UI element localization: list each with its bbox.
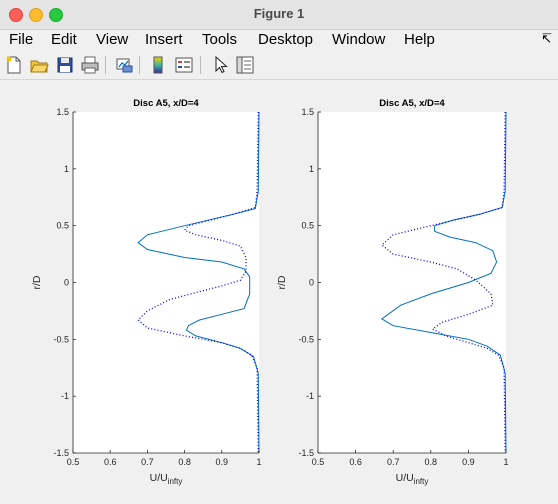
y-axis-label: r/D bbox=[31, 275, 43, 289]
y-tick-label: -0.5 bbox=[298, 334, 314, 344]
menu-tools[interactable]: Tools bbox=[202, 31, 238, 48]
figure-canvas-area: 0.5 0.6 0.7 0.8 0.9 1 -1.5 -1 -0.5 0 0.5 1 1.5 Disc A… bbox=[0, 80, 558, 499]
y-tick-label: -1.5 bbox=[53, 448, 69, 458]
x-tick-label: 0.9 bbox=[216, 457, 229, 467]
y-tick-label: -1 bbox=[306, 391, 314, 401]
menu-help[interactable]: Help bbox=[404, 31, 435, 48]
y-tick-label: 0.5 bbox=[301, 221, 314, 231]
axes-background[interactable] bbox=[318, 112, 506, 453]
toolbar-separator bbox=[200, 56, 201, 74]
x-tick-label: 0.8 bbox=[178, 457, 191, 467]
y-axis-label: r/D bbox=[276, 275, 288, 289]
menu-file[interactable]: File bbox=[9, 31, 34, 48]
y-tick-label: 0 bbox=[309, 278, 314, 288]
open-file-icon[interactable] bbox=[29, 55, 49, 75]
figure-toolbar bbox=[0, 51, 558, 80]
x-tick-label: 0.7 bbox=[387, 457, 400, 467]
property-editor-icon[interactable] bbox=[235, 55, 255, 75]
series-line-solid bbox=[137, 111, 260, 454]
y-tick-label: 0 bbox=[64, 278, 69, 288]
y-tick-label: 1 bbox=[64, 164, 69, 174]
title-bar: Figure 1 bbox=[0, 0, 558, 30]
y-tick-label: -1.5 bbox=[298, 448, 314, 458]
x-axis-label: U/Uinfty bbox=[396, 472, 429, 486]
axes-background[interactable] bbox=[73, 112, 259, 453]
x-tick-label: 1 bbox=[503, 457, 508, 467]
menu-bar: File Edit View Insert Tools Desktop Wind… bbox=[0, 30, 558, 51]
y-tick-label: 1.5 bbox=[56, 107, 69, 117]
x-tick-label: 0.6 bbox=[349, 457, 362, 467]
toolbar-separator bbox=[105, 56, 106, 74]
save-icon[interactable] bbox=[55, 55, 75, 75]
x-tick-label: 0.6 bbox=[104, 457, 117, 467]
chart-title: Disc A5, x/D=4 bbox=[379, 98, 445, 109]
figure-canvas[interactable]: 0.5 0.6 0.7 0.8 0.9 1 -1.5 -1 -0.5 0 0.5 1 1.5 Disc A… bbox=[0, 80, 558, 499]
window-title: Figure 1 bbox=[253, 6, 305, 21]
pointer-icon[interactable] bbox=[210, 55, 230, 75]
x-tick-label: 0.5 bbox=[67, 457, 80, 467]
colorbar-icon[interactable] bbox=[148, 55, 168, 75]
x-tick-label: 0.8 bbox=[425, 457, 438, 467]
y-tick-label: -0.5 bbox=[53, 334, 69, 344]
series-line-dotted bbox=[137, 111, 259, 454]
y-tick-label: 1 bbox=[309, 164, 314, 174]
link-plot-icon[interactable] bbox=[114, 55, 134, 75]
y-tick-label: 0.5 bbox=[56, 221, 69, 231]
menu-window[interactable]: Window bbox=[332, 31, 386, 48]
series-line-dotted bbox=[380, 111, 506, 454]
legend-icon[interactable] bbox=[174, 55, 194, 75]
maximize-window-button[interactable] bbox=[49, 8, 63, 22]
menu-view[interactable]: View bbox=[96, 31, 129, 48]
x-tick-label: 0.9 bbox=[462, 457, 475, 467]
toolbar-separator bbox=[139, 56, 140, 74]
close-window-button[interactable] bbox=[9, 8, 23, 22]
series-line-solid bbox=[380, 111, 507, 454]
y-tick-label: 1.5 bbox=[301, 107, 314, 117]
menu-insert[interactable]: Insert bbox=[145, 31, 183, 48]
minimize-window-button[interactable] bbox=[29, 8, 43, 22]
new-figure-icon[interactable] bbox=[4, 55, 24, 75]
menu-desktop[interactable]: Desktop bbox=[258, 31, 314, 48]
x-tick-label: 1 bbox=[256, 457, 261, 467]
print-icon[interactable] bbox=[80, 55, 100, 75]
x-axis-label: U/Uinfty bbox=[150, 472, 183, 486]
x-tick-label: 0.7 bbox=[141, 457, 154, 467]
y-tick-label: -1 bbox=[61, 391, 69, 401]
menu-edit[interactable]: Edit bbox=[51, 31, 77, 48]
x-tick-label: 0.5 bbox=[312, 457, 325, 467]
chart-title: Disc A5, x/D=4 bbox=[133, 98, 199, 109]
pin-arrow-icon[interactable]: ↸ bbox=[541, 31, 552, 46]
